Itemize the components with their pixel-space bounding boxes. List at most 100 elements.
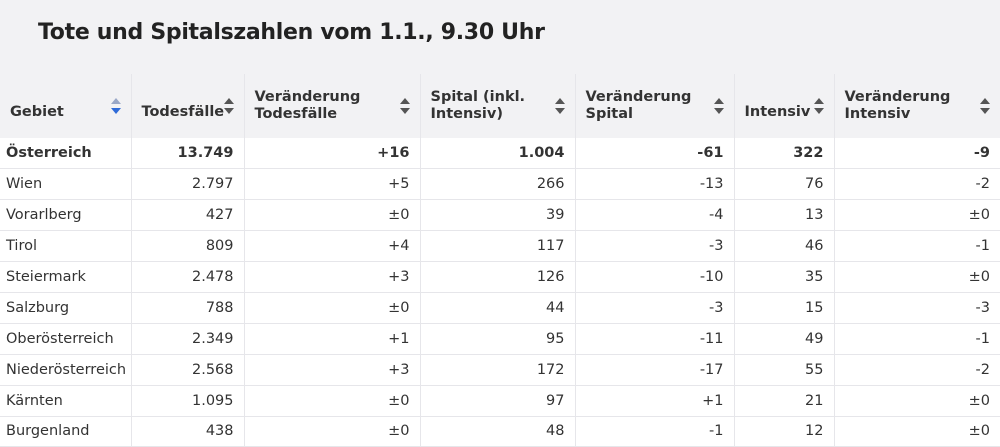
sort-icon[interactable]	[223, 98, 234, 114]
column-header-gebiet[interactable]: Gebiet	[0, 74, 131, 138]
cell-veraenderung-intensiv: ±0	[833, 199, 1000, 232]
cell-gebiet: Burgenland	[0, 416, 131, 447]
cell-todesfaelle: 809	[130, 230, 244, 263]
column-header-label: Veränderung	[585, 89, 692, 105]
table-row: Wien 2.797 +5 266 -13 76 -2	[0, 168, 1000, 201]
data-table: Gebiet Todesfälle Veränderung Todesfälle…	[0, 74, 1000, 447]
cell-todesfaelle: 2.797	[130, 168, 244, 201]
sort-icon[interactable]	[110, 98, 121, 114]
cell-veraenderung-spital: -13	[574, 168, 734, 201]
column-header-label: Spital (inkl.	[430, 89, 526, 105]
cell-todesfaelle: 2.349	[130, 323, 244, 355]
cell-veraenderung-intensiv: ±0	[833, 385, 1000, 417]
column-header-veraenderung-todesfaelle[interactable]: Veränderung Todesfälle	[243, 74, 420, 138]
cell-intensiv: 12	[733, 416, 834, 447]
table-row: Tirol 809 +4 117 -3 46 -1	[0, 230, 1000, 263]
table-row: Vorarlberg 427 ±0 39 -4 13 ±0	[0, 199, 1000, 232]
cell-veraenderung-spital: -3	[574, 230, 734, 263]
cell-spital: 172	[419, 354, 575, 386]
cell-spital: 117	[419, 230, 575, 263]
cell-gebiet: Oberösterreich	[0, 323, 131, 355]
table-row: Niederösterreich 2.568 +3 172 -17 55 -2	[0, 354, 1000, 386]
cell-intensiv: 21	[733, 385, 834, 417]
title-bar: Tote und Spitalszahlen vom 1.1., 9.30 Uh…	[0, 0, 1000, 74]
cell-veraenderung-intensiv: ±0	[833, 416, 1000, 447]
column-header-label-line2: Intensiv	[844, 106, 911, 122]
cell-intensiv: 76	[733, 168, 834, 201]
cell-spital: 97	[419, 385, 575, 417]
cell-veraenderung-spital: -1	[574, 416, 734, 447]
cell-intensiv: 46	[733, 230, 834, 263]
cell-gebiet: Österreich	[0, 138, 131, 170]
column-header-veraenderung-intensiv[interactable]: Veränderung Intensiv	[833, 74, 1000, 138]
cell-spital: 44	[419, 292, 575, 324]
cell-intensiv: 322	[733, 138, 834, 170]
cell-spital: 266	[419, 168, 575, 201]
column-header-label-line2: Todesfälle	[254, 106, 338, 122]
column-header-veraenderung-spital[interactable]: Veränderung Spital	[574, 74, 734, 138]
cell-veraenderung-spital: -61	[574, 138, 734, 170]
cell-veraenderung-todesfaelle: +1	[243, 323, 420, 355]
cell-veraenderung-intensiv: -2	[833, 168, 1000, 201]
cell-veraenderung-spital: -17	[574, 354, 734, 386]
cell-intensiv: 13	[733, 199, 834, 232]
cell-veraenderung-todesfaelle: ±0	[243, 199, 420, 232]
column-header-label: Veränderung	[844, 89, 951, 105]
column-header-label-line2: Spital	[585, 106, 633, 122]
sort-icon[interactable]	[713, 98, 724, 114]
sort-icon[interactable]	[980, 98, 990, 114]
cell-gebiet: Kärnten	[0, 385, 131, 417]
cell-todesfaelle: 438	[130, 416, 244, 447]
cell-veraenderung-spital: -11	[574, 323, 734, 355]
cell-veraenderung-todesfaelle: ±0	[243, 292, 420, 324]
column-header-intensiv[interactable]: Intensiv	[733, 74, 834, 138]
table-row: Steiermark 2.478 +3 126 -10 35 ±0	[0, 261, 1000, 293]
cell-intensiv: 55	[733, 354, 834, 386]
table-row: Oberösterreich 2.349 +1 95 -11 49 -1	[0, 323, 1000, 355]
column-header-spital[interactable]: Spital (inkl. Intensiv)	[419, 74, 575, 138]
table-row-total: Österreich 13.749 +16 1.004 -61 322 -9	[0, 138, 1000, 170]
cell-veraenderung-intensiv: -9	[833, 138, 1000, 170]
cell-veraenderung-intensiv: -1	[833, 323, 1000, 355]
cell-veraenderung-intensiv: -2	[833, 354, 1000, 386]
cell-gebiet: Niederösterreich	[0, 354, 131, 386]
column-header-label-line2: Intensiv)	[430, 106, 504, 122]
cell-todesfaelle: 2.568	[130, 354, 244, 386]
cell-spital: 39	[419, 199, 575, 232]
cell-veraenderung-spital: +1	[574, 385, 734, 417]
cell-veraenderung-spital: -4	[574, 199, 734, 232]
cell-todesfaelle: 788	[130, 292, 244, 324]
table-row: Burgenland 438 ±0 48 -1 12 ±0	[0, 416, 1000, 447]
cell-veraenderung-spital: -10	[574, 261, 734, 293]
cell-spital: 95	[419, 323, 575, 355]
cell-gebiet: Salzburg	[0, 292, 131, 324]
cell-veraenderung-todesfaelle: +3	[243, 354, 420, 386]
cell-veraenderung-todesfaelle: ±0	[243, 385, 420, 417]
cell-veraenderung-intensiv: -1	[833, 230, 1000, 263]
page-title: Tote und Spitalszahlen vom 1.1., 9.30 Uh…	[38, 20, 545, 45]
column-header-label: Intensiv	[744, 103, 811, 120]
cell-intensiv: 35	[733, 261, 834, 293]
column-header-label: Todesfälle	[141, 103, 225, 120]
cell-veraenderung-todesfaelle: ±0	[243, 416, 420, 447]
column-header-todesfaelle[interactable]: Todesfälle	[130, 74, 244, 138]
cell-spital: 48	[419, 416, 575, 447]
header-row: Gebiet Todesfälle Veränderung Todesfälle…	[0, 74, 1000, 138]
sort-icon[interactable]	[554, 98, 565, 114]
cell-gebiet: Steiermark	[0, 261, 131, 293]
cell-veraenderung-todesfaelle: +16	[243, 138, 420, 170]
column-header-label: Gebiet	[10, 103, 64, 120]
cell-veraenderung-todesfaelle: +4	[243, 230, 420, 263]
cell-veraenderung-intensiv: ±0	[833, 261, 1000, 293]
cell-intensiv: 49	[733, 323, 834, 355]
column-header-label: Veränderung	[254, 89, 361, 105]
cell-todesfaelle: 427	[130, 199, 244, 232]
cell-spital: 126	[419, 261, 575, 293]
cell-todesfaelle: 1.095	[130, 385, 244, 417]
sort-icon[interactable]	[399, 98, 410, 114]
sort-icon[interactable]	[813, 98, 824, 114]
cell-todesfaelle: 13.749	[130, 138, 244, 170]
table-row: Salzburg 788 ±0 44 -3 15 -3	[0, 292, 1000, 324]
cell-gebiet: Tirol	[0, 230, 131, 263]
cell-spital: 1.004	[419, 138, 575, 170]
